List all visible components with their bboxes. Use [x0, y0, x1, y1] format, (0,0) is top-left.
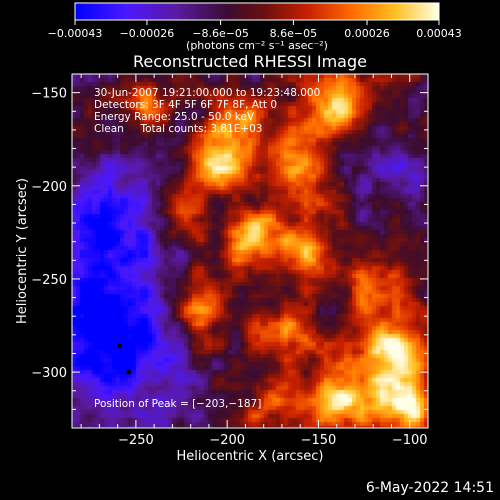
colorbar-tick-label: 0.00043	[416, 27, 462, 40]
y-axis-ticks: −150 −200 −250 −300	[31, 73, 428, 429]
annotation-detectors: Detectors: 3F 4F 5F 6F 7F 8F, Att 0	[94, 99, 277, 111]
colorbar-tick-label: 8.6e−05	[270, 27, 317, 40]
colorbar-tick-label: −8.6e−05	[192, 27, 249, 40]
annotation-time-range: 30-Jun-2007 19:21:00.000 to 19:23:48.000	[94, 87, 320, 99]
colorbar-tick-label: −0.00043	[48, 27, 103, 40]
peak-markers	[116, 343, 132, 375]
x-axis-label: Heliocentric X (arcsec)	[177, 449, 324, 464]
y-tick-label: −200	[31, 180, 67, 195]
footer-timestamp: 6-May-2022 14:51	[365, 480, 494, 496]
y-tick-label: −150	[31, 87, 67, 102]
colorbar-units-label: (photons cm⁻² s⁻¹ asec⁻²)	[186, 39, 328, 52]
colorbar-tick-label: −0.00026	[120, 27, 175, 40]
colorbar	[74, 2, 440, 21]
x-tick-label: −100	[392, 433, 428, 448]
annotation-energy-range: Energy Range: 25.0 - 50.0 keV	[94, 111, 255, 123]
marker-dot	[126, 369, 132, 375]
colorbar-ticks: −0.00043 −0.00026 −8.6e−05 8.6e−05 0.00026 0.…	[48, 20, 462, 40]
chart-title: Reconstructed RHESSI Image	[133, 52, 367, 71]
y-tick-label: −250	[31, 273, 67, 288]
x-tick-label: −200	[209, 433, 245, 448]
x-axis-ticks: −250 −200 −150 −100	[80, 74, 429, 448]
heatmap-frame	[72, 74, 428, 428]
x-tick-label: −250	[118, 433, 154, 448]
x-tick-label: −150	[301, 433, 337, 448]
y-tick-label: −300	[31, 366, 67, 381]
colorbar-tick-label: 0.00026	[344, 27, 390, 40]
heatmap-image	[72, 74, 428, 428]
annotation-clean-counts: Clean Total counts: 3.81E+03	[94, 123, 263, 135]
marker-dot	[116, 343, 122, 349]
y-axis-label: Heliocentric Y (arcsec)	[15, 178, 30, 324]
plot-frame	[71, 73, 429, 429]
peak-position-label: Position of Peak = [−203,−187]	[94, 398, 261, 410]
